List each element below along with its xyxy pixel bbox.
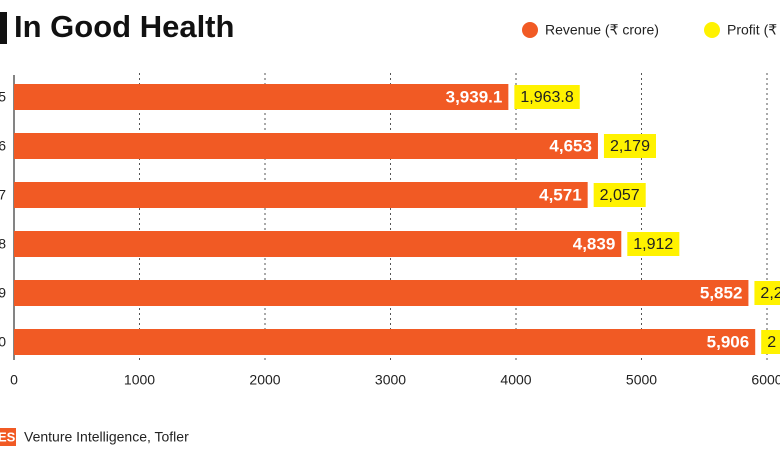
profit-label-box — [593, 183, 646, 207]
legend-label: Revenue (₹ crore) — [545, 22, 659, 38]
legend-swatch — [522, 22, 538, 38]
profit-value-label: 2,2 — [760, 285, 780, 302]
y-tick-label: 0 — [0, 334, 6, 350]
bar-value-label: 4,571 — [539, 185, 582, 204]
x-tick-label: 5000 — [626, 372, 657, 388]
bar — [14, 280, 749, 306]
profit-value-label: 1,963.8 — [520, 89, 573, 106]
y-tick-label: 8 — [0, 236, 6, 252]
bar — [14, 84, 509, 110]
chart-title: In Good Health — [14, 9, 234, 44]
x-tick-label: 6000 — [751, 372, 780, 388]
y-tick-label: 7 — [0, 187, 6, 203]
y-tick-label: 6 — [0, 138, 6, 154]
y-tick-label: 9 — [0, 285, 6, 301]
profit-value-label: 2,179 — [610, 138, 650, 155]
profit-label-box — [754, 281, 780, 305]
legend-label: Profit (₹ crore) — [727, 22, 780, 38]
title-fragment — [0, 12, 7, 44]
x-tick-label: 4000 — [500, 372, 531, 388]
bar — [14, 329, 756, 355]
profit-value-label: 2 — [767, 334, 776, 351]
x-tick-label: 2000 — [249, 372, 280, 388]
profit-value-label: 2,057 — [600, 187, 640, 204]
bar — [14, 231, 622, 257]
bar — [14, 133, 598, 159]
bar-value-label: 5,906 — [707, 332, 750, 351]
bar — [14, 182, 588, 208]
bar-value-label: 5,852 — [700, 283, 743, 302]
source-label: ES — [0, 429, 16, 444]
x-tick-label: 0 — [10, 372, 18, 388]
source: Venture Intelligence, Tofler — [24, 429, 189, 445]
source-box — [0, 428, 16, 446]
legend-swatch — [704, 22, 720, 38]
profit-value-label: 1,912 — [633, 236, 673, 253]
profit-label-box — [627, 232, 680, 256]
profit-label-box — [603, 134, 656, 158]
x-tick-label: 3000 — [375, 372, 406, 388]
y-tick-label: 5 — [0, 89, 6, 105]
profit-label-box — [514, 85, 580, 109]
profit-label-box — [761, 330, 780, 354]
bar-value-label: 4,839 — [573, 234, 616, 253]
bar-value-label: 3,939.1 — [446, 87, 503, 106]
bar-value-label: 4,653 — [549, 136, 592, 155]
x-tick-label: 1000 — [124, 372, 155, 388]
